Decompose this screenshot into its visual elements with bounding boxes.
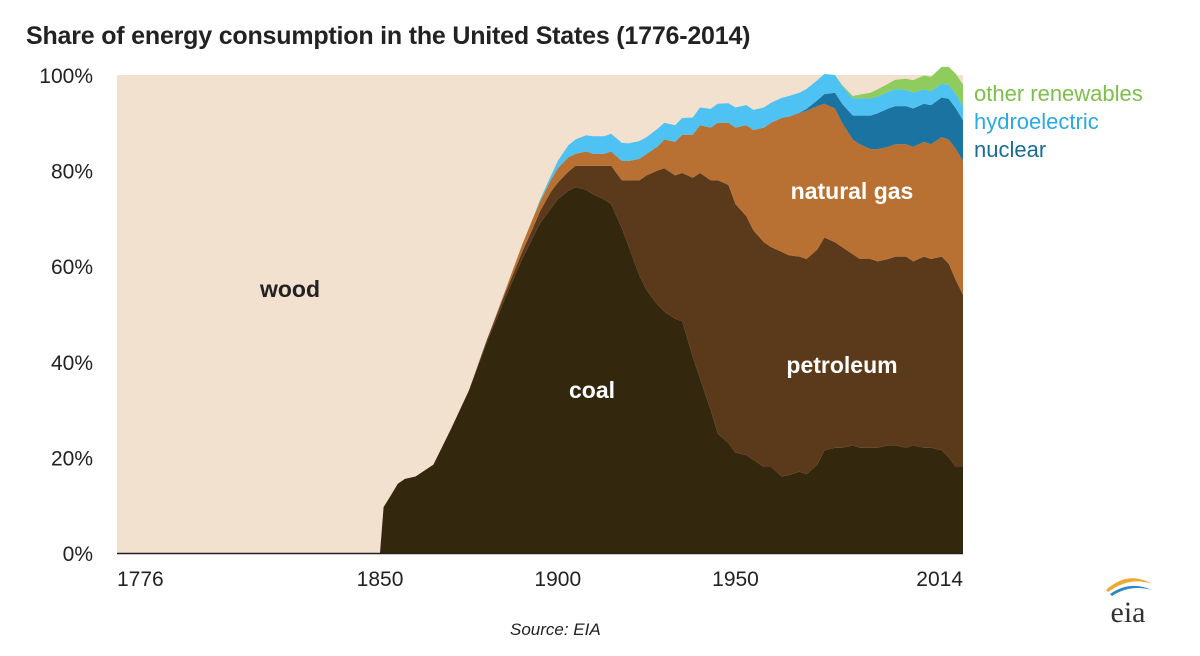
legend-hydroelectric: hydroelectric — [974, 109, 1099, 134]
y-tick-label: 0% — [63, 543, 93, 566]
legend-other-renewables: other renewables — [974, 81, 1143, 106]
source-note: Source: EIA — [510, 620, 601, 639]
x-tick-label: 1900 — [534, 568, 581, 591]
x-tick-label: 1850 — [357, 568, 404, 591]
eia-logo-icon: eia — [1106, 578, 1152, 629]
series-area-natural-gas — [117, 103, 963, 553]
y-tick-label: 40% — [51, 352, 93, 375]
x-tick-label: 2014 — [916, 568, 963, 591]
area-label-wood: wood — [259, 276, 320, 302]
area-label-coal: coal — [569, 377, 615, 403]
y-tick-label: 80% — [51, 161, 93, 184]
series-area-coal — [117, 187, 963, 554]
y-tick-label: 100% — [39, 65, 93, 88]
series-area-petroleum — [117, 165, 963, 554]
y-axis-ticks: 0% 20% 40% 60% 80% 100% — [39, 65, 93, 566]
area-label-petroleum: petroleum — [786, 352, 897, 378]
y-tick-label: 60% — [51, 256, 93, 279]
area-label-natural-gas: natural gas — [791, 178, 914, 204]
series-area-nuclear — [117, 92, 963, 553]
y-tick-label: 20% — [51, 447, 93, 470]
x-axis-ticks: 1776 1850 1900 1950 2014 — [117, 568, 963, 591]
series-areas — [117, 66, 963, 554]
svg-text:eia: eia — [1111, 596, 1146, 629]
chart-title: Share of energy consumption in the Unite… — [26, 22, 751, 50]
x-tick-label: 1776 — [117, 568, 164, 591]
x-tick-label: 1950 — [712, 568, 759, 591]
legend-nuclear: nuclear — [974, 137, 1046, 162]
